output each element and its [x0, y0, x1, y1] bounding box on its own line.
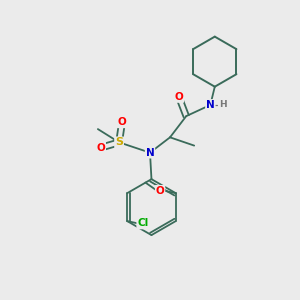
Text: N: N: [206, 100, 215, 110]
Text: N: N: [146, 148, 154, 158]
Text: O: O: [175, 92, 183, 102]
Text: Cl: Cl: [137, 218, 148, 229]
Text: H: H: [219, 100, 226, 109]
Text: O: O: [156, 186, 164, 196]
Text: S: S: [115, 137, 123, 147]
Text: O: O: [118, 117, 126, 127]
Text: O: O: [97, 142, 105, 153]
